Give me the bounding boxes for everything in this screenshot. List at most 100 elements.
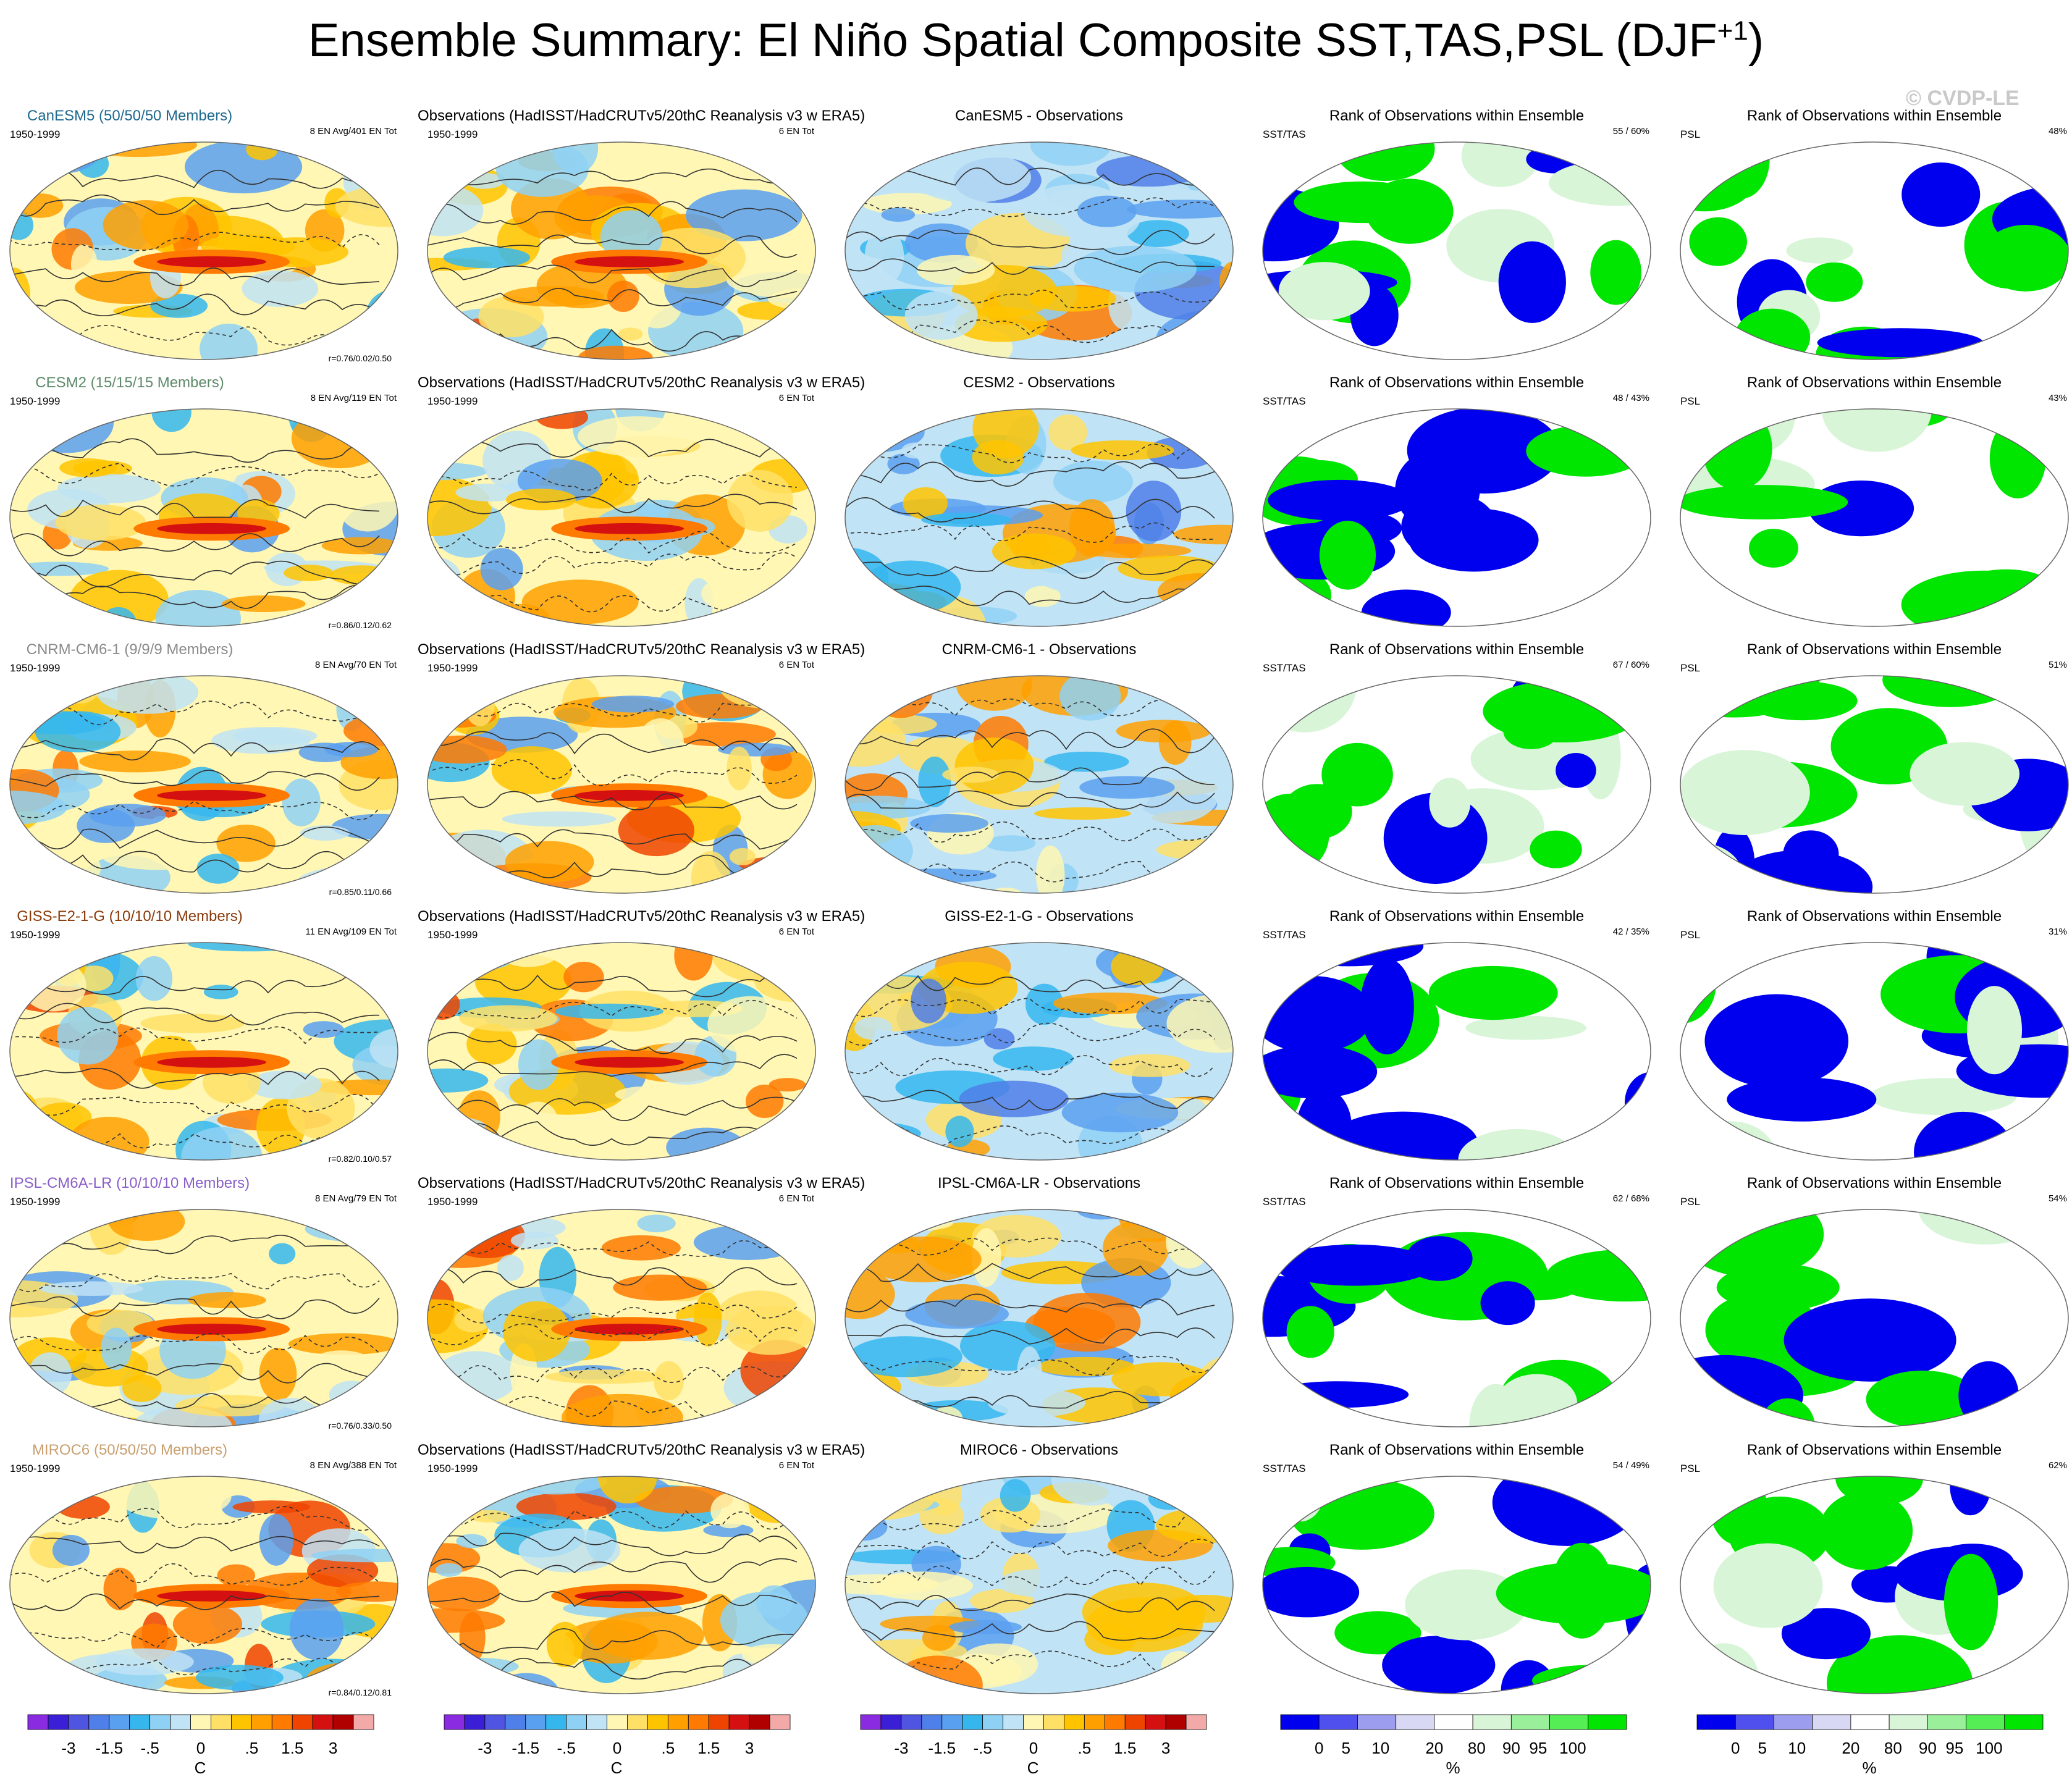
colorbar-swatch xyxy=(1472,1714,1512,1730)
obs-count-label: 6 EN Tot xyxy=(778,1193,814,1204)
colorbar-tick-label: 3 xyxy=(328,1739,338,1757)
globe-map xyxy=(9,408,398,627)
panel-r4-c1: GISS-E2-1-G (10/10/10 Members) 1950-1999 1… xyxy=(0,906,408,1172)
rank-title: Rank of Observations within Ensemble xyxy=(1329,1175,1585,1192)
colorbar-swatch xyxy=(464,1714,486,1730)
obs-title: Observations (HadISST/HadCRUTv5/20thC Re… xyxy=(418,1175,865,1192)
rank-var-label: PSL xyxy=(1680,395,1701,407)
globe-map xyxy=(9,1209,398,1427)
colorbar-swatch xyxy=(586,1714,607,1730)
diff-title: CanESM5 - Observations xyxy=(954,107,1124,124)
colorbar-swatch xyxy=(1318,1714,1358,1730)
colorbar-swatch xyxy=(728,1714,750,1730)
colorbar-swatch xyxy=(1735,1714,1774,1730)
r-stats-label: r=0.76/0.33/0.50 xyxy=(328,1421,392,1431)
panel-r2-c2: Observations (HadISST/HadCRUTv5/20thC Re… xyxy=(418,372,865,639)
colorbar-swatch xyxy=(545,1714,567,1730)
colorbar-swatch xyxy=(1145,1714,1166,1730)
colorbar-swatch xyxy=(1064,1714,1085,1730)
colorbar-rank-1: 0 5 10 20 80 90 95 100% xyxy=(1280,1714,1627,1777)
globe-map xyxy=(844,675,1234,894)
panel-r3-c5: Rank of Observations within Ensemble PSL 5… xyxy=(1670,639,2072,906)
rank-var-label: SST/TAS xyxy=(1263,662,1306,674)
colorbar-swatch xyxy=(48,1714,69,1730)
panel-r6-c4: Rank of Observations within Ensemble SST/… xyxy=(1253,1439,1661,1706)
diff-title: CESM2 - Observations xyxy=(963,374,1115,391)
colorbar-tick-label: -.5 xyxy=(557,1739,576,1757)
colorbar-swatch xyxy=(566,1714,587,1730)
colorbar-swatch xyxy=(1889,1714,1928,1730)
globe-map xyxy=(1262,408,1651,627)
colorbar-swatch xyxy=(1927,1714,1966,1730)
colorbar-tick-label: .5 xyxy=(1077,1739,1092,1757)
colorbar-tick-label: 10 xyxy=(1371,1739,1390,1757)
r-stats-label: r=0.85/0.11/0.66 xyxy=(329,887,392,897)
period-label: 1950-1999 xyxy=(10,929,61,941)
period-label: 1950-1999 xyxy=(10,128,61,140)
obs-count-label: 6 EN Tot xyxy=(778,126,814,137)
colorbar-swatch xyxy=(1165,1714,1187,1730)
globe-map xyxy=(9,942,398,1161)
colorbar-swatch xyxy=(1850,1714,1890,1730)
colorbar-tick-label: -3 xyxy=(61,1739,76,1757)
model-title: GISS-E2-1-G (10/10/10 Members) xyxy=(17,908,243,925)
colorbar-tick-label: 10 xyxy=(1788,1739,1806,1757)
en-avg-label: 8 EN Avg/70 EN Tot xyxy=(314,660,397,670)
colorbar-tick-label: 1.5 xyxy=(697,1739,720,1757)
colorbar-tick-label: 80 xyxy=(1467,1739,1486,1757)
cvdp-watermark: © CVDP-LE xyxy=(1906,86,2019,110)
globe-map xyxy=(9,141,398,360)
panel-r1-c3: CanESM5 - Observations xyxy=(835,105,1243,372)
colorbar-swatch xyxy=(769,1714,791,1730)
colorbar-tick-label: 0 xyxy=(612,1739,622,1757)
colorbar-swatch xyxy=(251,1714,272,1730)
colorbar-swatches xyxy=(444,1714,791,1730)
colorbar-swatch xyxy=(444,1714,465,1730)
panel-r3-c2: Observations (HadISST/HadCRUTv5/20thC Re… xyxy=(418,639,865,906)
globe-map xyxy=(1262,942,1651,1161)
obs-title: Observations (HadISST/HadCRUTv5/20thC Re… xyxy=(418,1442,865,1458)
globe-map xyxy=(427,942,816,1161)
rank-title: Rank of Observations within Ensemble xyxy=(1329,374,1585,391)
colorbar-swatch xyxy=(647,1714,668,1730)
colorbar-tick-label: 100 xyxy=(1976,1739,2003,1757)
rank-var-label: PSL xyxy=(1680,1196,1701,1208)
panel-r4-c3: GISS-E2-1-G - Observations xyxy=(835,906,1243,1172)
globe-map xyxy=(1262,675,1651,894)
panel-r2-c5: Rank of Observations within Ensemble PSL 4… xyxy=(1670,372,2072,639)
diff-title: IPSL-CM6A-LR - Observations xyxy=(937,1175,1141,1192)
obs-title: Observations (HadISST/HadCRUTv5/20thC Re… xyxy=(418,374,865,391)
colorbar-swatches xyxy=(1696,1714,2044,1730)
colorbar-swatch xyxy=(1043,1714,1064,1730)
obs-title: Observations (HadISST/HadCRUTv5/20thC Re… xyxy=(418,641,865,658)
rank-var-label: PSL xyxy=(1680,662,1701,674)
colorbar-swatch xyxy=(667,1714,689,1730)
colorbar-swatch xyxy=(312,1714,334,1730)
panel-r3-c4: Rank of Observations within Ensemble SST/… xyxy=(1253,639,1661,906)
colorbar-swatch xyxy=(2004,1714,2044,1730)
rank-psl-pct: 54% xyxy=(2048,1193,2067,1204)
colorbar-swatch xyxy=(607,1714,628,1730)
colorbar-swatch xyxy=(1003,1714,1024,1730)
colorbar-tick-label: -.5 xyxy=(140,1739,159,1757)
rank-var-label: SST/TAS xyxy=(1263,1463,1306,1474)
rank-sst-pct: 42 / 35% xyxy=(1612,927,1649,937)
colorbar-tick-label: 20 xyxy=(1842,1739,1860,1757)
globe-map xyxy=(1262,1476,1651,1694)
en-avg-label: 11 EN Avg/109 EN Tot xyxy=(305,927,397,937)
colorbar-swatches xyxy=(1280,1714,1627,1730)
globe-map xyxy=(844,1476,1234,1694)
panel-r1-c2: Observations (HadISST/HadCRUTv5/20thC Re… xyxy=(418,105,865,372)
colorbar-swatch xyxy=(1696,1714,1736,1730)
panel-r2-c1: CESM2 (15/15/15 Members) 1950-1999 8 EN Av… xyxy=(0,372,408,639)
colorbar-unit: C xyxy=(610,1759,623,1777)
colorbar-swatch xyxy=(1186,1714,1207,1730)
rank-sst-pct: 48 / 43% xyxy=(1612,393,1649,403)
colorbar-swatch xyxy=(292,1714,313,1730)
colorbar-tick-label: 3 xyxy=(744,1739,754,1757)
panel-r1-c5: Rank of Observations within Ensemble PSL 4… xyxy=(1670,105,2072,372)
panel-r5-c4: Rank of Observations within Ensemble SST/… xyxy=(1253,1172,1661,1439)
colorbar-unit: % xyxy=(1862,1759,1877,1777)
colorbar-tick-label: .5 xyxy=(661,1739,675,1757)
colorbar-swatch xyxy=(749,1714,770,1730)
